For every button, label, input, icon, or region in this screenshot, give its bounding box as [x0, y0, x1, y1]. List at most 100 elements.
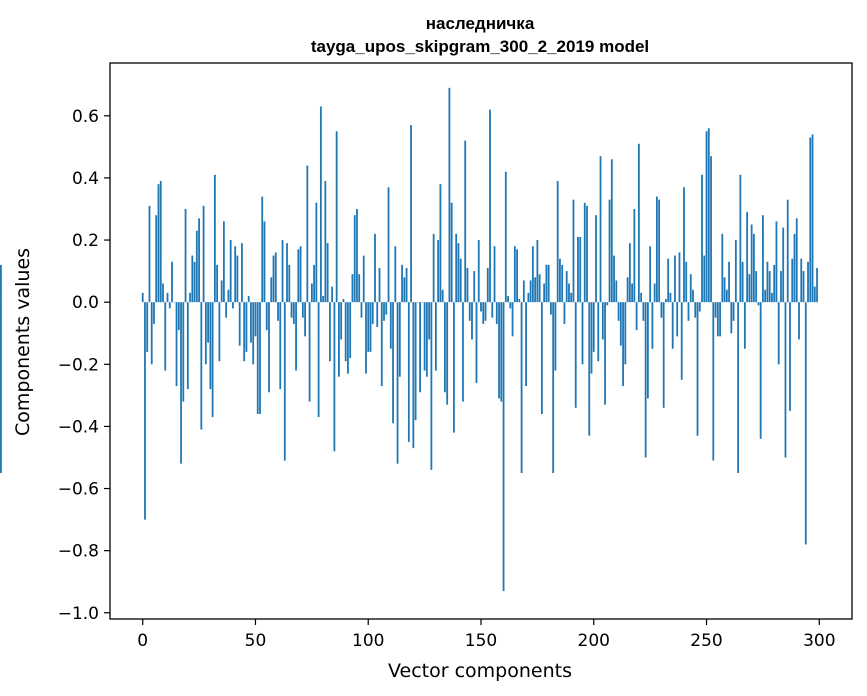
- bar: [349, 302, 352, 359]
- bar: [353, 215, 356, 303]
- bar: [565, 271, 568, 303]
- bar: [367, 302, 370, 352]
- bar: [737, 302, 739, 474]
- bar: [595, 215, 597, 303]
- bar: [601, 302, 604, 340]
- bar: [802, 271, 805, 303]
- bar: [360, 302, 363, 318]
- chart-subtitle: tayga_upos_skipgram_300_2_2019 model: [311, 37, 649, 56]
- bar: [694, 302, 697, 318]
- bar: [588, 302, 591, 436]
- bar: [398, 302, 401, 377]
- bar: [554, 302, 557, 371]
- bar: [646, 302, 649, 399]
- bar: [579, 236, 582, 303]
- bar: [410, 125, 412, 303]
- bar: [482, 302, 485, 324]
- bar: [771, 292, 773, 303]
- y-tick-label: −0.2: [58, 355, 99, 375]
- bar: [444, 302, 446, 393]
- bar: [218, 302, 221, 362]
- bar: [764, 289, 767, 303]
- bar: [299, 246, 302, 303]
- x-tick-label: 150: [465, 631, 497, 651]
- bar: [211, 302, 214, 418]
- bar: [520, 302, 523, 474]
- bar: [295, 302, 297, 371]
- bar: [439, 184, 442, 303]
- bar: [344, 302, 347, 362]
- bar: [315, 202, 318, 303]
- bar: [728, 261, 730, 303]
- bar: [746, 212, 749, 303]
- bar: [457, 243, 460, 303]
- bar: [680, 302, 683, 380]
- bar: [202, 205, 205, 303]
- bar: [466, 268, 469, 303]
- bar: [500, 302, 503, 402]
- bar: [813, 286, 816, 303]
- bar: [265, 302, 268, 331]
- bar: [292, 302, 295, 324]
- bar: [376, 302, 379, 328]
- bar: [504, 171, 507, 303]
- bar: [811, 134, 814, 303]
- bar: [213, 174, 216, 303]
- bar: [529, 280, 532, 303]
- bar: [450, 202, 453, 303]
- bar: [667, 258, 670, 303]
- x-tick-label: 300: [803, 631, 835, 651]
- bar: [563, 302, 566, 324]
- bar: [180, 302, 182, 464]
- bar: [281, 240, 284, 303]
- bar: [407, 302, 410, 442]
- bar: [301, 302, 304, 318]
- bar: [791, 258, 794, 303]
- bar: [453, 302, 455, 433]
- bar: [279, 302, 282, 390]
- bar: [263, 221, 266, 303]
- bar: [687, 302, 690, 321]
- bar: [328, 302, 331, 362]
- bar: [225, 302, 228, 318]
- bar: [568, 283, 570, 303]
- bar: [615, 280, 618, 303]
- bar: [423, 302, 426, 371]
- bar: [358, 274, 361, 303]
- bar: [288, 264, 291, 303]
- bar: [789, 302, 791, 411]
- bar: [653, 283, 656, 303]
- bar: [335, 131, 338, 303]
- bar: [392, 302, 394, 424]
- bar: [665, 299, 667, 303]
- bar: [642, 302, 645, 321]
- bar: [247, 295, 250, 303]
- bar: [807, 261, 809, 303]
- bar: [543, 283, 546, 303]
- bar: [477, 240, 480, 303]
- bar: [762, 215, 764, 303]
- bar: [141, 292, 144, 303]
- bar: [236, 255, 239, 303]
- x-tick-label: 200: [578, 631, 610, 651]
- bar: [459, 258, 462, 303]
- bar: [155, 215, 158, 303]
- bar: [768, 271, 771, 303]
- bar: [536, 240, 539, 303]
- bar: [243, 302, 246, 362]
- bar: [775, 221, 778, 303]
- bar: [574, 302, 577, 408]
- bar: [777, 302, 780, 365]
- bar: [784, 302, 787, 458]
- bar: [732, 302, 735, 321]
- bar: [322, 295, 325, 303]
- bar: [644, 302, 647, 458]
- bar: [696, 302, 699, 436]
- bar: [531, 246, 534, 303]
- bar: [698, 302, 701, 312]
- y-tick-label: 0.0: [72, 293, 99, 313]
- bar: [743, 302, 746, 349]
- bar: [238, 302, 241, 346]
- bar: [624, 302, 627, 365]
- bar: [340, 302, 343, 340]
